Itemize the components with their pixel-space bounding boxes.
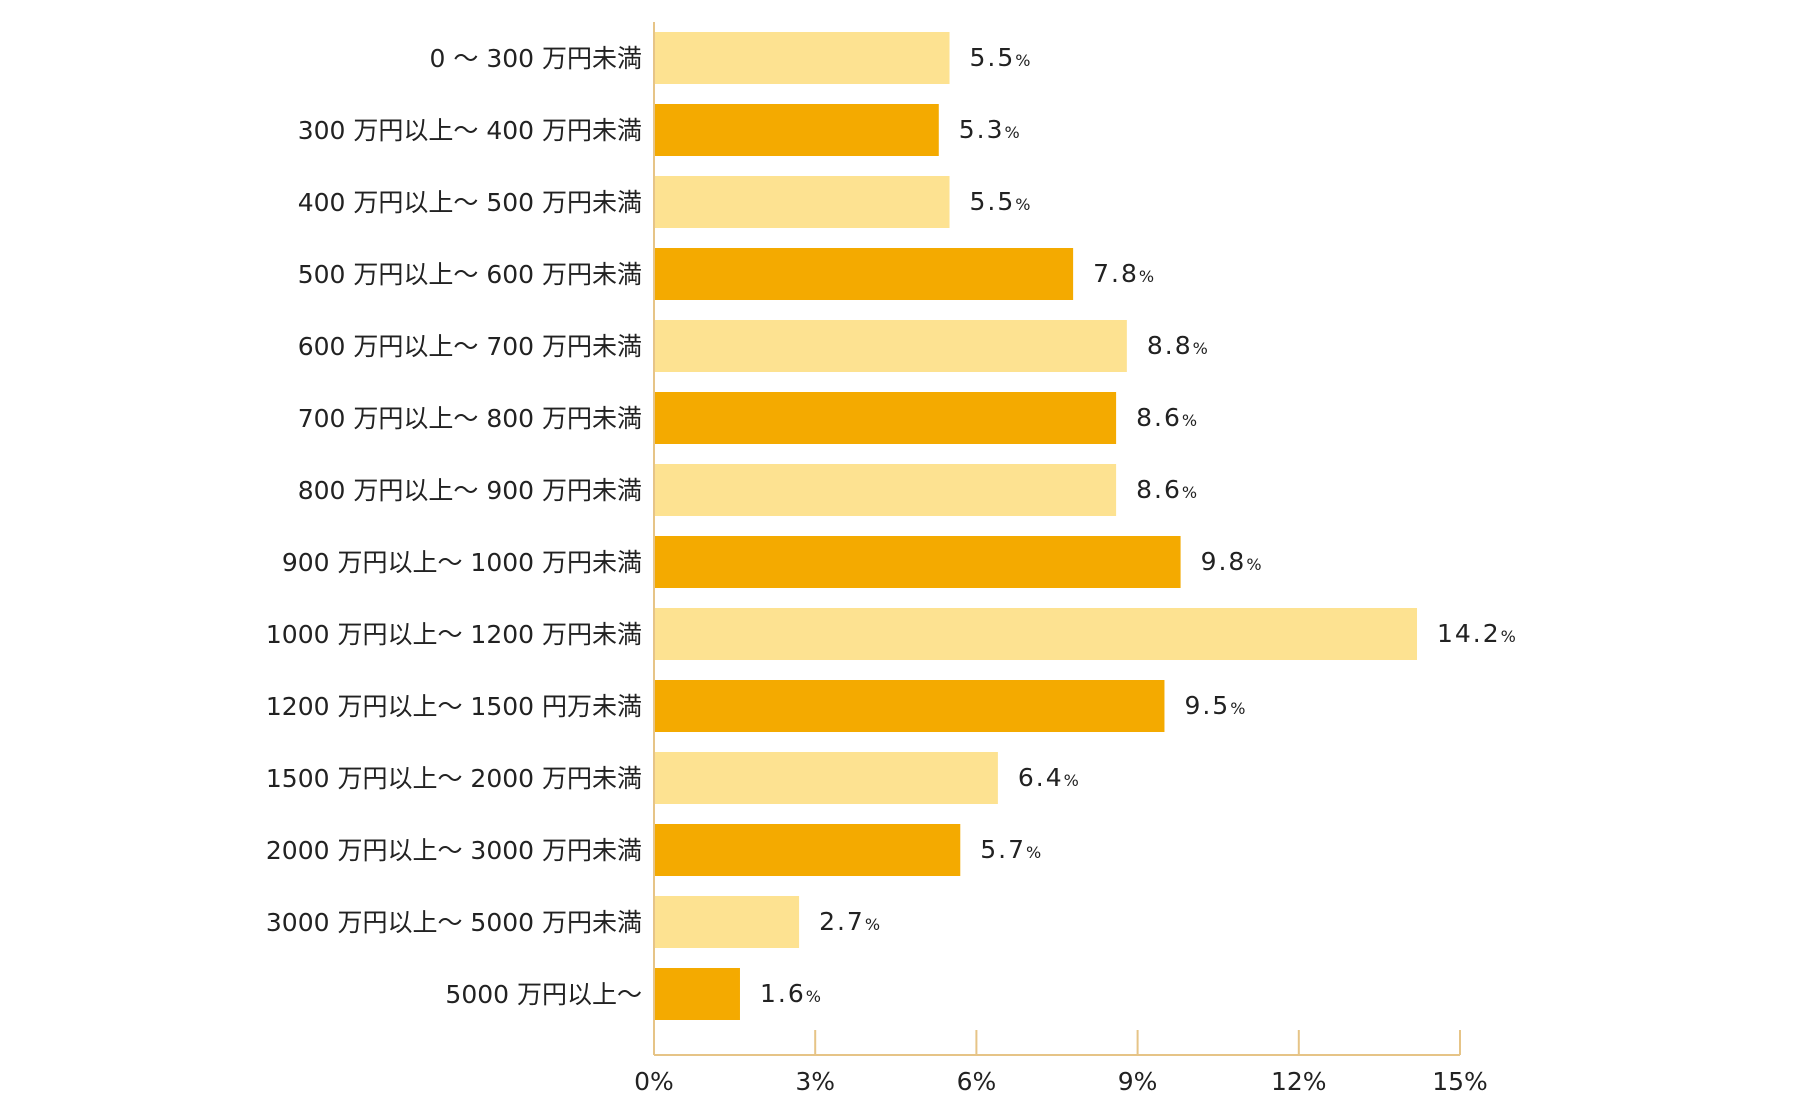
bar [654, 464, 1117, 516]
data-label: 14.2% [1437, 619, 1516, 648]
x-tick-label: 6% [957, 1067, 997, 1096]
bar [654, 320, 1127, 372]
category-label: 300 万円以上～ 400 万円未満 [298, 116, 642, 145]
category-label: 900 万円以上～ 1000 万円未満 [282, 548, 642, 577]
bar [654, 752, 998, 804]
data-label: 1.6% [760, 979, 821, 1008]
data-label: 5.3% [959, 115, 1020, 144]
category-label: 800 万円以上～ 900 万円未満 [298, 476, 642, 505]
data-label: 7.8% [1093, 259, 1154, 288]
bar [654, 680, 1165, 732]
bar [654, 248, 1074, 300]
bar [654, 392, 1117, 444]
category-label: 700 万円以上～ 800 万円未満 [298, 404, 642, 433]
x-tick-label: 9% [1118, 1067, 1158, 1096]
category-label: 5000 万円以上～ [445, 980, 642, 1009]
category-label: 500 万円以上～ 600 万円未満 [298, 260, 642, 289]
category-label: 1000 万円以上～ 1200 万円未満 [266, 620, 642, 649]
data-label: 2.7% [819, 907, 880, 936]
x-tick-label: 0% [634, 1067, 674, 1096]
x-tick-label: 15% [1432, 1067, 1488, 1096]
data-label: 5.5% [970, 43, 1031, 72]
x-tick-label: 3% [795, 1067, 835, 1096]
category-label: 3000 万円以上～ 5000 万円未満 [266, 908, 642, 937]
x-tick-label: 12% [1271, 1067, 1327, 1096]
data-label: 8.6% [1136, 475, 1197, 504]
data-label: 9.5% [1184, 691, 1245, 720]
bar [654, 104, 939, 156]
bar [654, 608, 1418, 660]
bar [654, 176, 950, 228]
bar [654, 968, 740, 1020]
data-label: 6.4% [1018, 763, 1079, 792]
category-label: 400 万円以上～ 500 万円未満 [298, 188, 642, 217]
bar [654, 536, 1181, 588]
category-label: 0 ～ 300 万円未満 [430, 44, 642, 73]
data-label: 8.8% [1147, 331, 1208, 360]
data-label: 5.5% [970, 187, 1031, 216]
bar [654, 32, 950, 84]
category-label: 1500 万円以上～ 2000 万円未満 [266, 764, 642, 793]
category-label: 2000 万円以上～ 3000 万円未満 [266, 836, 642, 865]
category-label: 1200 万円以上～ 1500 円万未満 [266, 692, 642, 721]
bar [654, 824, 961, 876]
data-label: 5.7% [980, 835, 1041, 864]
bar [654, 896, 800, 948]
data-label: 9.8% [1201, 547, 1262, 576]
data-label: 8.6% [1136, 403, 1197, 432]
category-label: 600 万円以上～ 700 万円未満 [298, 332, 642, 361]
